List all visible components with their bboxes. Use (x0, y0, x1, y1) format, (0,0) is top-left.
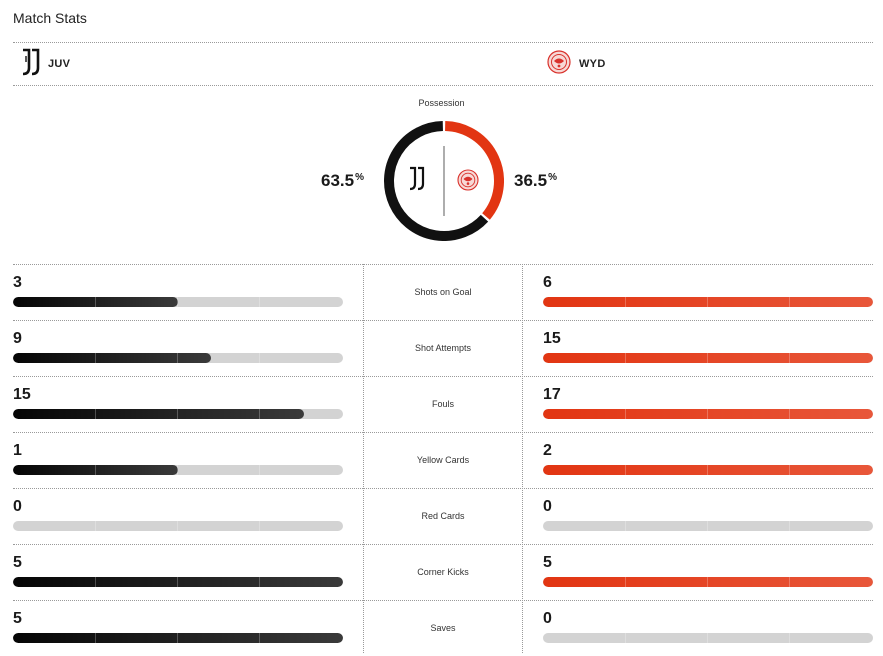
away-stat-value: 15 (543, 330, 561, 347)
away-stat-value: 0 (543, 610, 552, 627)
page-title: Match Stats (13, 10, 87, 26)
home-stat-bar (13, 353, 343, 363)
home-stat-bar-fill (13, 409, 305, 419)
stat-row: 9 Shot Attempts 15 (0, 320, 883, 376)
away-stat-bar (543, 521, 873, 531)
home-stat-bar (13, 465, 343, 475)
column-divider (522, 264, 523, 653)
away-stat-bar (543, 633, 873, 643)
home-possession-value: 63.5% (321, 171, 364, 190)
divider (13, 320, 873, 321)
stat-row: 15 Fouls 17 (0, 376, 883, 432)
away-stat-bar (543, 297, 873, 307)
possession-label: Possession (418, 98, 465, 108)
stat-row: 0 Red Cards 0 (0, 488, 883, 544)
away-possession-value: 36.5% (514, 171, 557, 190)
stat-label: Fouls (431, 399, 454, 409)
home-stat-bar (13, 633, 343, 643)
divider (13, 432, 873, 433)
stat-label: Shots on Goal (414, 287, 472, 297)
home-stat-bar (13, 521, 343, 531)
away-stat-bar (543, 409, 873, 419)
home-stat-bar-fill (13, 353, 211, 363)
away-stat-value: 6 (543, 274, 552, 291)
divider (13, 264, 873, 265)
possession-donut (384, 121, 504, 241)
divider (13, 85, 873, 86)
stat-label: Yellow Cards (416, 455, 470, 465)
stat-row: 1 Yellow Cards 2 (0, 432, 883, 488)
home-stat-value: 3 (13, 274, 22, 291)
away-stat-value: 0 (543, 498, 552, 515)
divider (13, 488, 873, 489)
divider (13, 42, 873, 43)
away-stat-bar-fill (543, 409, 873, 419)
column-divider (363, 264, 364, 653)
divider (13, 376, 873, 377)
stat-row: 5 Saves 0 (0, 600, 883, 656)
away-stat-bar-fill (543, 465, 873, 475)
away-stat-bar (543, 465, 873, 475)
away-team-abbr: WYD (579, 58, 606, 70)
stat-label: Shot Attempts (414, 343, 472, 353)
stat-row: 5 Corner Kicks 5 (0, 544, 883, 600)
home-stat-value: 0 (13, 498, 22, 515)
away-stat-value: 5 (543, 554, 552, 571)
stat-row: 3 Shots on Goal 6 (0, 264, 883, 320)
home-possession-arc (384, 121, 489, 241)
stat-label: Saves (430, 623, 456, 633)
stat-label: Corner Kicks (417, 567, 469, 577)
away-possession-arc (444, 121, 504, 220)
home-stat-value: 5 (13, 554, 22, 571)
away-team[interactable]: WYD (547, 49, 606, 79)
away-stat-bar-fill (543, 577, 873, 587)
home-stat-value: 15 (13, 386, 31, 403)
home-stat-value: 1 (13, 442, 22, 459)
home-stat-bar (13, 297, 343, 307)
home-team[interactable]: JUV (20, 48, 71, 81)
wydad-logo-icon (457, 169, 479, 191)
home-stat-value: 9 (13, 330, 22, 347)
wydad-logo-icon (547, 49, 571, 79)
home-stat-value: 5 (13, 610, 22, 627)
home-stat-bar-fill (13, 465, 178, 475)
home-stat-bar-fill (13, 297, 178, 307)
home-stat-bar-fill (13, 577, 343, 587)
home-stat-bar (13, 577, 343, 587)
away-stat-value: 2 (543, 442, 552, 459)
home-stat-bar (13, 409, 343, 419)
home-team-abbr: JUV (48, 58, 71, 70)
away-stat-bar-fill (543, 297, 873, 307)
away-stat-bar (543, 577, 873, 587)
away-stat-value: 17 (543, 386, 561, 403)
away-stat-bar-fill (543, 353, 873, 363)
stat-label: Red Cards (421, 511, 465, 521)
home-stat-bar-fill (13, 633, 343, 643)
juventus-logo-icon (20, 48, 40, 81)
divider (13, 600, 873, 601)
away-stat-bar (543, 353, 873, 363)
juventus-logo-icon (409, 166, 425, 191)
divider (13, 544, 873, 545)
